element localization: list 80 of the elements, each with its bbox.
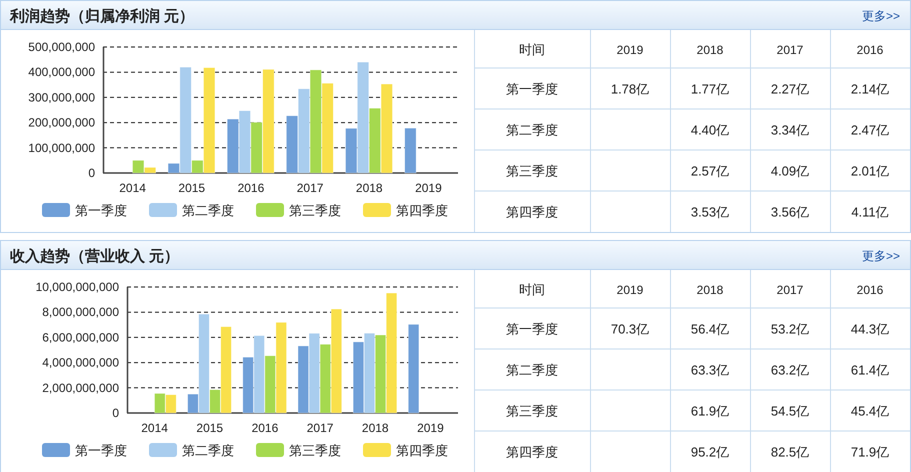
text: 时间: [519, 282, 545, 297]
text: 时间: [519, 42, 545, 57]
data-label: 61.9亿: [690, 404, 730, 418]
x-tick-label: 2019: [415, 181, 442, 195]
y-tick-label: 第二季度: [506, 362, 558, 378]
y-tick-label: 2,000,000,000: [42, 380, 120, 395]
data-label: 56.4亿: [690, 322, 730, 336]
x-tick-label: 2018: [696, 283, 724, 297]
y-tick-label: 8,000,000,000: [42, 305, 120, 320]
y-tick-label: 第四季度: [506, 204, 558, 220]
data-label: 44.3亿: [850, 322, 890, 336]
y-tick-label: 400,000,000: [28, 65, 96, 80]
data-label: 2.27亿: [770, 82, 810, 96]
text: 更多>>: [862, 249, 900, 263]
legend-label: 第二季度: [182, 443, 234, 458]
data-label: 2.57亿: [690, 164, 730, 178]
data-label: 4.11亿: [851, 204, 889, 220]
chart-title: 利润趋势（归属净利润 元）: [9, 7, 194, 25]
x-tick-label: 2015: [196, 421, 224, 435]
y-tick-label: 第三季度: [506, 404, 558, 418]
data-label: 3.56亿: [770, 204, 810, 220]
data-label: 61.4亿: [850, 362, 890, 378]
x-tick-label: 2017: [296, 181, 324, 195]
y-tick-label: 300,000,000: [28, 90, 96, 104]
legend-label: 第二季度: [182, 203, 234, 218]
y-tick-label: 第四季度: [506, 444, 558, 460]
x-tick-label: 2016: [856, 283, 884, 297]
data-label: 3.53亿: [690, 204, 730, 220]
legend-label: 第四季度: [396, 443, 448, 458]
x-tick-label: 2015: [178, 181, 206, 195]
data-label: 1.77亿: [690, 82, 730, 96]
y-tick-label: 10,000,000,000: [36, 280, 120, 294]
y-tick-label: 100,000,000: [28, 140, 96, 155]
x-tick-label: 2018: [362, 421, 389, 435]
y-tick-label: 500,000,000: [28, 40, 96, 54]
data-label: 2.47亿: [850, 122, 890, 138]
x-tick-label: 2016: [252, 421, 279, 435]
chart-title: 收入趋势（营业收入 元）: [10, 248, 180, 265]
data-label: 63.2亿: [770, 362, 810, 378]
data-label: 95.2亿: [690, 444, 730, 460]
x-tick-label: 2016: [238, 181, 265, 195]
legend-label: 第三季度: [289, 443, 341, 458]
x-tick-label: 2014: [119, 181, 146, 195]
y-tick-label: 第一季度: [506, 82, 558, 96]
data-label: 54.5亿: [770, 404, 810, 418]
text: 更多>>: [862, 9, 900, 23]
bar: [408, 324, 420, 414]
data-label: 71.9亿: [850, 444, 890, 460]
x-tick-label: 2014: [141, 421, 168, 435]
x-tick-label: 2017: [306, 421, 334, 435]
data-label: 82.5亿: [770, 444, 810, 460]
x-tick-label: 2017: [776, 43, 804, 57]
y-tick-label: 第二季度: [506, 122, 558, 138]
data-label: 1.78亿: [610, 82, 650, 96]
x-tick-label: 2018: [356, 181, 383, 195]
y-tick-label: 6,000,000,000: [42, 330, 120, 344]
legend-label: 第四季度: [396, 203, 448, 218]
x-tick-label: 2016: [856, 43, 884, 57]
data-label: 2.14亿: [850, 82, 890, 96]
y-tick-label: 0: [112, 406, 120, 420]
data-label: 70.3亿: [610, 322, 650, 336]
x-tick-label: 2019: [616, 283, 644, 297]
y-tick-label: 200,000,000: [28, 116, 96, 130]
data-label: 4.09亿: [770, 164, 810, 178]
x-tick-label: 2019: [616, 43, 644, 57]
x-tick-label: 2017: [776, 283, 804, 297]
y-tick-label: 4,000,000,000: [42, 356, 120, 370]
x-tick-label: 2019: [417, 421, 444, 435]
data-label: 63.3亿: [690, 362, 730, 378]
x-tick-label: 2018: [696, 43, 724, 57]
data-label: 45.4亿: [850, 404, 890, 418]
legend-label: 第三季度: [289, 203, 341, 218]
bar: [404, 128, 416, 174]
y-tick-label: 0: [88, 166, 96, 180]
y-tick-label: 第三季度: [506, 164, 558, 178]
data-label: 4.40亿: [690, 122, 730, 138]
data-label: 2.01亿: [850, 164, 890, 178]
data-label: 3.34亿: [770, 122, 810, 138]
y-tick-label: 第一季度: [506, 322, 558, 336]
data-label: 53.2亿: [770, 322, 810, 336]
